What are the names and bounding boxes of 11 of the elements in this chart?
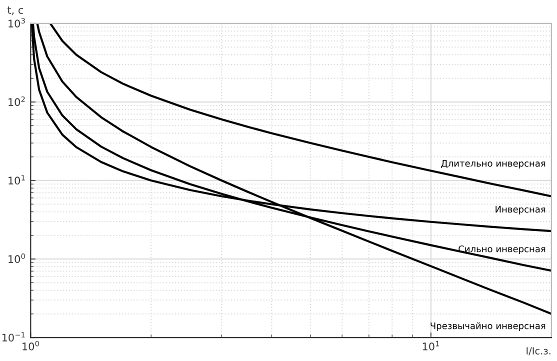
x-axis-title: I/Iс.з. xyxy=(526,347,550,356)
y-tick-label: 10$^{3}$ xyxy=(8,18,25,28)
series-label: Сильно инверсная xyxy=(458,245,546,254)
y-axis-title: t, с xyxy=(7,6,23,15)
y-tick-label: 10$^{1}$ xyxy=(8,175,25,185)
y-tick-label: 10$^{2}$ xyxy=(8,96,25,106)
y-tick-label: 10$^{0}$ xyxy=(8,253,25,264)
y-tick-label: 10$^{−1}$ xyxy=(2,332,25,342)
series-label: Чрезвычайно инверсная xyxy=(430,322,546,331)
series-label: Инверсная xyxy=(496,206,546,214)
series-label: Длительно инверсная xyxy=(441,160,546,168)
